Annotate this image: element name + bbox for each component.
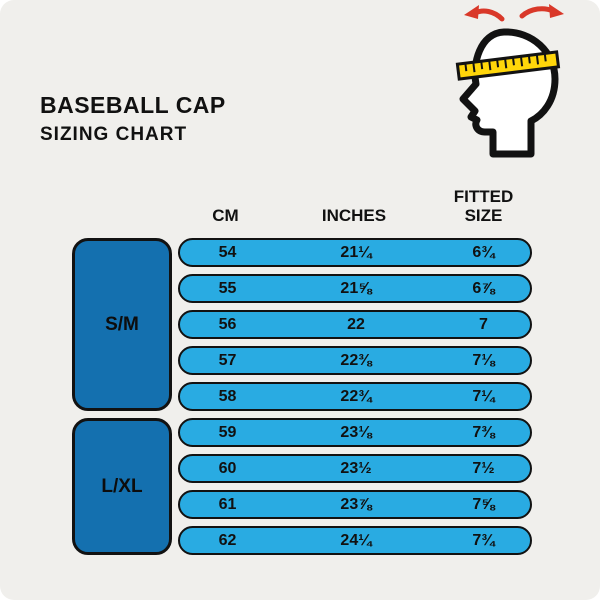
cell-fitted-size: 7⅝ — [472, 495, 495, 513]
cell-inches: 23⅞ — [340, 495, 372, 513]
size-row: 57 22⅜ 7⅛ — [178, 346, 532, 375]
cell-cm: 62 — [218, 531, 237, 549]
size-group-label: S/M — [105, 313, 139, 335]
cell-cm: 55 — [218, 279, 237, 297]
cell-fitted-size: 7⅛ — [472, 351, 495, 369]
cell-fitted-size: 7⅜ — [472, 423, 495, 441]
size-group-sm: S/M — [72, 238, 172, 411]
cell-fitted-size: 7¾ — [472, 531, 495, 549]
cell-fitted-size: 7 — [479, 315, 488, 333]
cell-fitted-size: 7½ — [472, 459, 495, 477]
cell-inches: 22⅜ — [340, 351, 372, 369]
cell-inches: 21¼ — [340, 243, 372, 261]
cell-inches: 21⅝ — [340, 279, 372, 297]
cell-inches: 24¼ — [340, 531, 372, 549]
cell-inches: 22 — [347, 315, 365, 333]
cell-cm: 56 — [218, 315, 237, 333]
rotation-arrows-icon — [464, 4, 564, 22]
size-row: 55 21⅝ 6⅞ — [178, 274, 532, 303]
size-group-label: L/XL — [101, 475, 143, 497]
table-headers: CM INCHES FITTED SIZE — [178, 178, 532, 232]
page-title: BASEBALL CAP SIZING CHART — [40, 92, 226, 146]
size-row: 59 23⅛ 7⅜ — [178, 418, 532, 447]
cell-fitted-size: 6⅞ — [472, 279, 495, 297]
cell-cm: 60 — [218, 459, 237, 477]
title-line1: BASEBALL CAP — [40, 92, 226, 118]
cell-cm: 54 — [218, 243, 237, 261]
size-row: 62 24¼ 7¾ — [178, 526, 532, 555]
header-fitted-size: FITTED SIZE — [453, 186, 514, 226]
size-table-rows: 54 21¼ 6¾ 55 21⅝ 6⅞ 56 22 7 57 22⅜ 7⅛ 58… — [178, 238, 532, 562]
cell-inches: 22¾ — [340, 387, 372, 405]
title-line2: SIZING CHART — [40, 124, 188, 145]
size-row: 54 21¼ 6¾ — [178, 238, 532, 267]
cell-cm: 58 — [218, 387, 237, 405]
size-group-lxl: L/XL — [72, 418, 172, 555]
size-row: 61 23⅞ 7⅝ — [178, 490, 532, 519]
cell-inches: 23½ — [340, 459, 372, 477]
cell-cm: 59 — [218, 423, 237, 441]
cell-cm: 57 — [218, 351, 237, 369]
cell-cm: 61 — [218, 495, 237, 513]
size-row: 60 23½ 7½ — [178, 454, 532, 483]
cell-inches: 23⅛ — [340, 423, 372, 441]
cell-fitted-size: 7¼ — [472, 387, 495, 405]
head-measurement-icon — [455, 4, 564, 158]
cell-fitted-size: 6¾ — [472, 243, 495, 261]
size-row: 58 22¾ 7¼ — [178, 382, 532, 411]
size-row: 56 22 7 — [178, 310, 532, 339]
measuring-tape-icon — [455, 50, 561, 81]
header-inches: INCHES — [321, 206, 387, 226]
header-cm: CM — [212, 206, 239, 226]
head-profile-outline — [459, 28, 559, 158]
